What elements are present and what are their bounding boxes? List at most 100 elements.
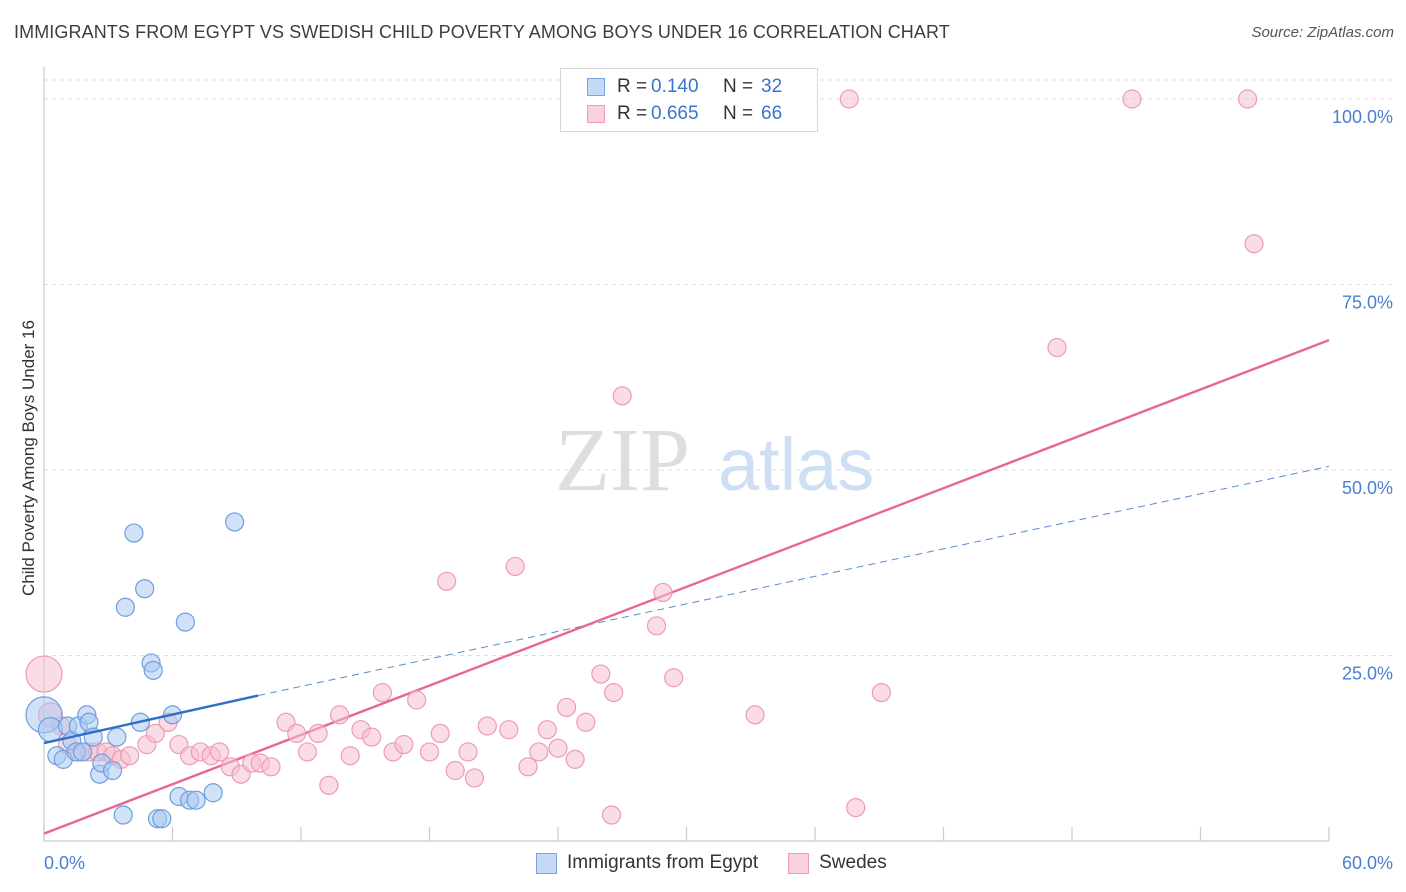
egypt-point	[175, 612, 195, 632]
swedes-point	[576, 712, 596, 732]
swedes-point	[839, 89, 859, 109]
egypt-point	[115, 597, 135, 617]
x-tick-label-min: 0.0%	[44, 853, 85, 873]
swedes-point	[548, 738, 568, 758]
swedes-point	[145, 723, 165, 744]
r-label: R =	[617, 103, 648, 124]
r-label: R =	[617, 76, 648, 97]
swedes-point	[430, 723, 450, 744]
swedes-point	[297, 742, 318, 762]
chart-title: IMMIGRANTS FROM EGYPT VS SWEDISH CHILD P…	[14, 22, 950, 42]
egypt-point	[124, 523, 144, 543]
swedes-point	[664, 668, 684, 688]
watermark-zip: ZIP	[555, 411, 690, 510]
swedes-point	[210, 742, 230, 762]
swedes-point	[308, 723, 328, 744]
swedes-point	[846, 798, 866, 818]
swedes-point	[287, 723, 307, 744]
egypt-point	[143, 660, 163, 680]
swedes-trend-line	[43, 339, 1330, 835]
swedes-point	[340, 746, 360, 766]
y-tick-label: 25.0%	[1342, 664, 1393, 684]
n-label: N =	[723, 103, 754, 124]
swedes-point	[612, 386, 632, 406]
swedes-point	[1238, 89, 1258, 109]
trend-layer	[43, 339, 1330, 835]
swedes-point	[394, 734, 414, 755]
egypt-point	[135, 579, 155, 599]
swedes-point	[518, 757, 538, 777]
swedes-point	[437, 571, 457, 591]
swedes-point	[477, 716, 497, 736]
swedes-swatch-icon	[788, 852, 810, 874]
swedes-point	[319, 775, 339, 795]
swedes-point	[1047, 337, 1067, 358]
swedes-point	[372, 682, 392, 703]
stats-legend: R = 0.140 N = 32 R = 0.665 N = 66	[560, 68, 818, 132]
swedes-point	[362, 727, 382, 747]
egypt-point	[107, 727, 127, 747]
swedes-point	[556, 697, 577, 718]
watermark: ZIP atlas	[555, 411, 874, 510]
swedes-point	[329, 705, 350, 725]
swedes-point	[120, 746, 140, 766]
egypt-point	[186, 790, 206, 810]
x-tick-label-max: 60.0%	[1342, 853, 1393, 873]
swedes-point	[261, 757, 281, 777]
egypt-trend-projection	[258, 465, 1330, 697]
axis-layer	[43, 67, 1330, 842]
swedes-point	[529, 742, 549, 762]
egypt-trend-line	[43, 694, 259, 745]
swedes-point	[745, 705, 765, 725]
series-legend: Immigrants from Egypt Swedes	[536, 852, 917, 874]
r-value: 0.140	[651, 76, 699, 97]
swedes-swatch-icon	[587, 105, 605, 123]
points-layer	[25, 89, 1264, 829]
swedes-point	[646, 616, 667, 636]
grid-layer	[44, 79, 1393, 656]
swedes-point	[537, 720, 557, 740]
legend-row-egypt: R = 0.140 N = 32	[587, 75, 782, 99]
swedes-point	[871, 682, 891, 703]
n-label: N =	[723, 76, 754, 97]
swedes-point	[25, 655, 63, 693]
swedes-point	[445, 760, 465, 781]
swedes-point	[407, 690, 427, 710]
egypt-point	[102, 760, 123, 781]
y-tick-label: 100.0%	[1332, 107, 1393, 127]
legend-row-swedes: R = 0.665 N = 66	[587, 102, 782, 126]
swedes-point	[591, 664, 611, 684]
egypt-point	[225, 512, 245, 532]
swedes-point	[505, 556, 525, 577]
swedes-point	[601, 805, 622, 825]
tick-labels: 0.0% 60.0% 25.0% 50.0% 75.0% 100.0%	[44, 107, 1393, 873]
legend-item-swedes[interactable]: Swedes	[788, 852, 887, 874]
watermark-atlas: atlas	[718, 423, 874, 506]
swedes-point	[458, 742, 478, 762]
y-tick-label: 75.0%	[1342, 293, 1393, 313]
swedes-point	[565, 749, 585, 769]
legend-label-swedes: Swedes	[819, 852, 887, 873]
egypt-swatch-icon	[536, 852, 557, 874]
n-value: 32	[761, 76, 783, 97]
swedes-point	[464, 768, 485, 788]
egypt-swatch-icon	[587, 78, 605, 96]
source-label: Source: ZipAtlas.com	[1251, 24, 1394, 41]
legend-label-egypt: Immigrants from Egypt	[567, 852, 759, 873]
swedes-point	[499, 720, 519, 740]
y-axis-label: Child Poverty Among Boys Under 16	[19, 320, 38, 596]
n-value: 66	[761, 103, 783, 124]
legend-item-egypt[interactable]: Immigrants from Egypt	[536, 852, 758, 874]
swedes-point	[653, 582, 673, 603]
r-value: 0.665	[651, 103, 699, 124]
egypt-point	[113, 805, 133, 825]
swedes-point	[419, 742, 440, 762]
swedes-point	[1244, 234, 1264, 254]
y-tick-label: 50.0%	[1342, 478, 1393, 498]
swedes-point	[1122, 89, 1142, 109]
egypt-point	[152, 809, 172, 829]
egypt-point	[72, 742, 93, 762]
swedes-point	[604, 682, 624, 703]
egypt-point	[203, 783, 223, 803]
